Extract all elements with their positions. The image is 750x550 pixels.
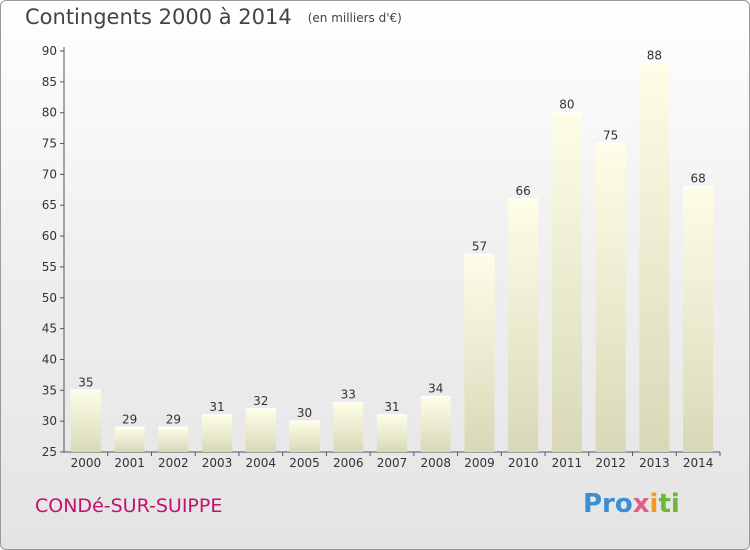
data-label: 31 — [384, 400, 399, 414]
bar — [289, 421, 320, 452]
bar — [683, 186, 714, 452]
y-tick-label: 35 — [42, 383, 57, 397]
data-label: 80 — [559, 98, 574, 112]
y-tick-label: 50 — [42, 291, 57, 305]
x-tick-label: 2007 — [377, 456, 408, 470]
y-tick-label: 70 — [42, 167, 57, 181]
axes: 25 30 35 40 45 50 55 60 65 70 75 80 85 90 2000 2001 2002… — [42, 44, 721, 470]
x-tick-label: 2001 — [114, 456, 145, 470]
x-tick-label: 2012 — [595, 456, 626, 470]
x-tick-label: 2014 — [683, 456, 714, 470]
bar — [420, 396, 451, 452]
x-tick-label: 2003 — [202, 456, 233, 470]
x-tick-label: 2000 — [71, 456, 102, 470]
y-tick-label: 90 — [42, 44, 57, 58]
x-tick-label: 2006 — [333, 456, 364, 470]
logo-part: i — [649, 489, 659, 519]
proxiti-logo: Proxiti — [583, 489, 680, 519]
unit-text: (en milliers d'€) — [307, 11, 402, 25]
y-tick-label: 45 — [42, 322, 57, 336]
y-tick-label: 25 — [42, 445, 57, 459]
data-label: 33 — [341, 388, 356, 402]
data-label: 34 — [428, 381, 443, 395]
place-name: CONDé-SUR-SUIPPE — [35, 495, 223, 517]
bar — [464, 254, 495, 452]
bar — [158, 427, 189, 452]
bar — [595, 143, 626, 453]
y-tick-label: 65 — [42, 198, 57, 212]
y-tick-label: 55 — [42, 260, 57, 274]
bar — [639, 63, 670, 452]
bar — [70, 390, 101, 452]
data-label: 32 — [253, 394, 268, 408]
y-tick-label: 30 — [42, 414, 57, 428]
x-tick-label: 2002 — [158, 456, 189, 470]
data-label: 30 — [297, 406, 312, 420]
x-tick-label: 2013 — [639, 456, 670, 470]
y-tick-label: 75 — [42, 137, 57, 151]
x-tick-label: 2011 — [552, 456, 583, 470]
x-tick-label: 2008 — [420, 456, 451, 470]
chart-title: Contingents 2000 à 2014 (en milliers d'€) — [25, 5, 402, 29]
x-tick-label: 2004 — [246, 456, 277, 470]
bar — [333, 402, 364, 452]
data-label: 75 — [603, 129, 618, 143]
bar — [377, 414, 407, 452]
bar — [508, 199, 539, 452]
data-label: 29 — [122, 412, 137, 426]
data-label: 68 — [690, 172, 705, 186]
data-label: 57 — [472, 240, 487, 254]
x-tick-label: 2005 — [289, 456, 320, 470]
data-label: 66 — [516, 184, 531, 198]
data-label: 31 — [209, 400, 224, 414]
y-tick-label: 85 — [42, 75, 57, 89]
logo-part: Pro — [583, 489, 633, 519]
title-text: Contingents 2000 à 2014 — [25, 5, 292, 29]
logo-part: ti — [658, 489, 680, 519]
logo-part: x — [632, 489, 650, 519]
bar — [114, 427, 145, 452]
x-tick-label: 2009 — [464, 456, 495, 470]
x-tick-label: 2010 — [508, 456, 539, 470]
bar — [245, 408, 276, 452]
data-label: 35 — [78, 375, 93, 389]
bars: 35 29 29 31 32 30 33 31 34 57 66 80 75 88 68 — [70, 48, 714, 453]
y-tick-label: 40 — [42, 352, 57, 366]
bar — [551, 112, 582, 452]
y-tick-label: 60 — [42, 229, 57, 243]
bar — [202, 414, 233, 452]
data-label: 88 — [647, 48, 662, 62]
data-label: 29 — [166, 412, 181, 426]
y-tick-label: 80 — [42, 106, 57, 120]
